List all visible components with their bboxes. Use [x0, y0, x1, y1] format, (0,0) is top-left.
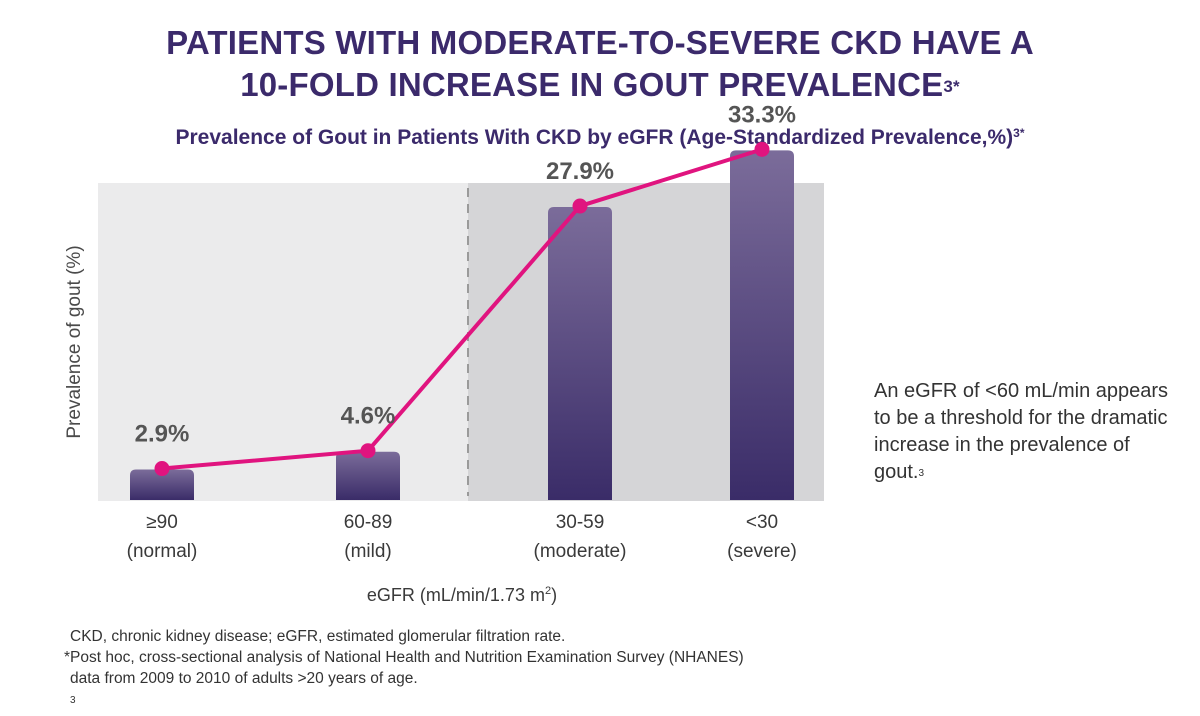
category-sublabel-normal: (normal)	[127, 541, 198, 562]
footnote-methods-continued: data from 2009 to 2010 of adults >20 yea…	[64, 668, 744, 710]
category-label-4: <30	[746, 512, 778, 533]
trend-point-3	[572, 198, 588, 214]
footnotes: CKD, chronic kidney disease; eGFR, estim…	[64, 626, 744, 710]
bar-2	[336, 451, 400, 500]
footnote-abbreviations: CKD, chronic kidney disease; eGFR, estim…	[70, 628, 566, 645]
side-note-text: An eGFR of <60 mL/min appears to be a th…	[874, 380, 1169, 483]
title-line-1: PATIENTS WITH MODERATE-TO-SEVERE CKD HAV…	[166, 24, 1034, 61]
trend-point-2	[360, 443, 376, 459]
footnote-methods-continued-text: data from 2009 to 2010 of adults >20 yea…	[70, 670, 418, 687]
category-label-1: ≥90	[146, 512, 178, 533]
title-line-2: 10-FOLD INCREASE IN GOUT PREVALENCE3*	[0, 64, 1200, 106]
chart-subtitle-text: Prevalence of Gout in Patients With CKD …	[175, 126, 1014, 149]
category-sublabel-mild: (mild)	[344, 541, 392, 562]
x-axis-label-text: eGFR (mL/min/1.73 m	[367, 585, 545, 605]
category-label-2: 60-89	[344, 512, 393, 533]
x-axis-label: eGFR (mL/min/1.73 m2)	[367, 585, 557, 605]
side-note-superscript: 3	[918, 468, 925, 479]
page-title: PATIENTS WITH MODERATE-TO-SEVERE CKD HAV…	[0, 22, 1200, 106]
value-label-4: 33.3%	[728, 101, 796, 128]
title-line-2-text: 10-FOLD INCREASE IN GOUT PREVALENCE	[240, 66, 944, 103]
title-superscript: 3*	[943, 77, 960, 96]
category-sublabel-moderate: (moderate)	[534, 541, 627, 562]
bar-1	[130, 469, 194, 500]
side-note: An eGFR of <60 mL/min appears to be a th…	[874, 378, 1174, 486]
category-sublabel-severe: (severe)	[727, 541, 797, 562]
value-label-3: 27.9%	[546, 158, 614, 185]
footnote-methods: *Post hoc, cross-sectional analysis of N…	[64, 649, 744, 666]
x-axis-label-superscript: 2	[545, 585, 551, 597]
bar-3	[548, 207, 612, 501]
chart-panel-normal-mild	[98, 183, 468, 501]
chart-subtitle: Prevalence of Gout in Patients With CKD …	[0, 126, 1200, 150]
x-axis-label-end: )	[551, 585, 557, 605]
value-label-1: 2.9%	[135, 421, 190, 448]
y-axis-label: Prevalence of gout (%)	[64, 245, 85, 438]
footnote-superscript: 3	[70, 695, 76, 706]
bar-4	[730, 150, 794, 500]
chart-subtitle-superscript: 3*	[1013, 126, 1025, 140]
trend-point-1	[154, 461, 170, 477]
category-label-3: 30-59	[556, 512, 605, 533]
trend-point-4	[754, 141, 770, 157]
trend-line	[161, 147, 763, 471]
value-label-2: 4.6%	[341, 403, 396, 430]
